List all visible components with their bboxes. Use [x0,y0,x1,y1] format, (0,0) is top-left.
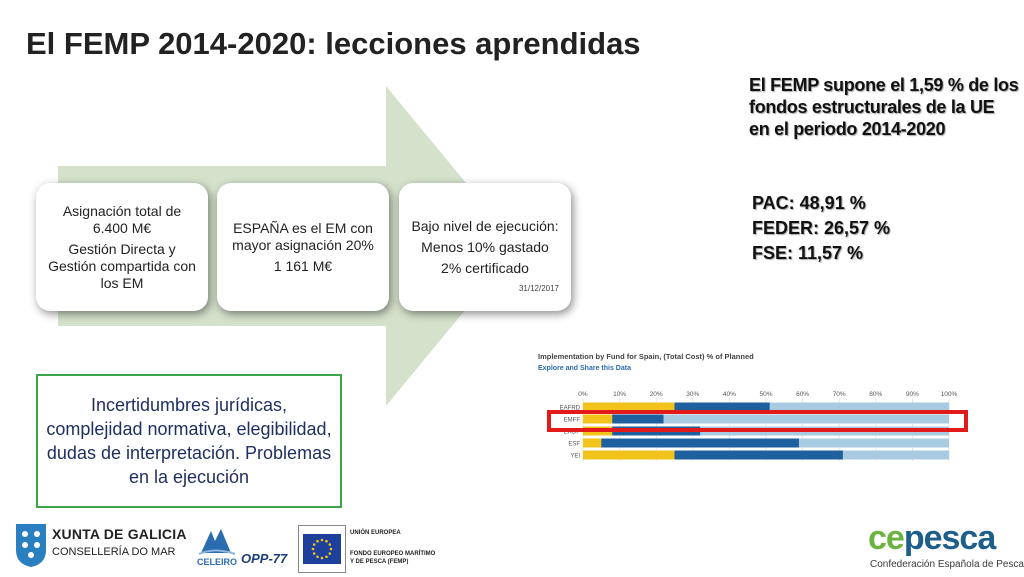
xunta-name: XUNTA DE GALICIA [52,526,187,542]
eu-star [329,547,333,551]
eu-fund-line2: Y DE PESCA (FEMP) [350,559,409,565]
category-label: EMFF [564,418,581,424]
bar-decided [583,450,843,460]
celeiro-logo-icon [198,529,236,555]
card1-line2: Gestión Directa y Gestión compartida con… [48,240,196,291]
cepesca-pesca: pesca [903,519,996,557]
category-label: ESF [568,442,580,448]
emff-highlight-box [547,410,968,432]
xunta-shield-icon [16,524,46,567]
card-total-allocation: Asignación total de 6.400 M€ Gestión Dir… [36,183,208,311]
x-tick-label: 80% [869,391,882,398]
eu-star [316,555,319,559]
x-tick-label: 100% [941,391,958,398]
card3-line3: 2% certificado [441,259,529,276]
x-tick-label: 50% [759,391,772,398]
eu-star [320,556,324,560]
category-label: YEI [570,454,580,460]
eu-star [325,539,328,543]
bar-planned [583,414,949,424]
chart-title: Implementation by Fund for Spain, (Total… [538,352,754,361]
stats-heading: El FEMP supone el 1,59 % de los fondos e… [749,75,1019,139]
bar-decided [583,414,664,424]
x-tick-label: 10% [613,391,626,398]
cepesca-ce: ce [868,519,905,557]
card2-line2: 1 161 M€ [273,257,333,274]
eu-star [320,538,324,542]
x-tick-label: 40% [723,391,736,398]
fund-shares: PAC: 48,91 % FEDER: 26,57 % FSE: 11,57 % [752,191,890,266]
bar-decided [583,402,770,412]
issues-box: Incertidumbres jurídicas, complejidad no… [36,374,342,508]
xunta-department: CONSELLERÍA DO MAR [52,546,176,558]
card2-line1: ESPAÑA es el EM con mayor asignación 20% [232,219,374,253]
category-labels: EAFRD EMFF ERDF ESF YEI [560,406,581,460]
category-label: ERDF [564,430,581,436]
slide-title: El FEMP 2014-2020: lecciones aprendidas [26,26,641,61]
share-feder: FEDER: 26,57 % [752,218,891,238]
x-tick-label: 30% [686,391,699,398]
eu-star [312,552,316,555]
card3-line2: Menos 10% gastado [421,238,549,255]
share-pac: PAC: 48,91 % [752,193,866,213]
share-fse: FSE: 11,57 % [752,243,864,263]
eu-star [316,539,319,543]
eu-star [328,543,332,546]
eu-flag-icon [298,525,346,573]
x-tick-label: 90% [906,391,919,398]
card3-line1: Bajo nivel de ejecución: [411,217,559,234]
issues-text: Incertidumbres jurídicas, complejidad no… [46,395,332,487]
eu-star [312,543,316,546]
bar-decided [583,438,799,448]
x-tick-label: 60% [796,391,809,398]
eu-fund-line1: FONDO EUROPEO MARÍTIMO [350,551,436,557]
x-tick-label: 70% [833,391,846,398]
category-label: EAFRD [560,406,581,412]
bar-spent [583,414,613,424]
card-spain-allocation: ESPAÑA es el EM con mayor asignación 20%… [217,183,389,311]
eu-label: UNIÓN EUROPEA [350,530,401,536]
opp-name: OPP-77 [241,551,288,566]
card1-line1: Asignación total de 6.400 M€ [62,202,182,236]
bar-spent [583,402,675,412]
x-tick-label: 0% [578,391,588,398]
celeiro-name: CELEIRO [197,557,238,567]
eu-star [325,555,328,559]
x-tick-label: 20% [650,391,663,398]
card-execution-level: Bajo nivel de ejecución: Menos 10% gasta… [399,183,571,311]
eu-star [328,552,332,555]
cepesca-full-name: Confederación Española de Pesca [870,559,1024,570]
cepesca-logo: cepesca [868,519,996,558]
eu-star [311,547,315,551]
bar-spent [583,438,602,448]
x-axis-ticks: 0% 10% 20% 30% 40% 50% 60% 70% 80% 90% 100% [578,391,957,398]
eu-fund-name: FONDO EUROPEO MARÍTIMO Y DE PESCA (FEMP) [350,550,435,566]
implementation-chart: Implementation by Fund for Spain, (Total… [538,352,958,461]
chart-subtitle: Explore and Share this Data [538,365,631,372]
card3-date: 31/12/2017 [518,284,559,293]
bar-spent [583,450,675,460]
